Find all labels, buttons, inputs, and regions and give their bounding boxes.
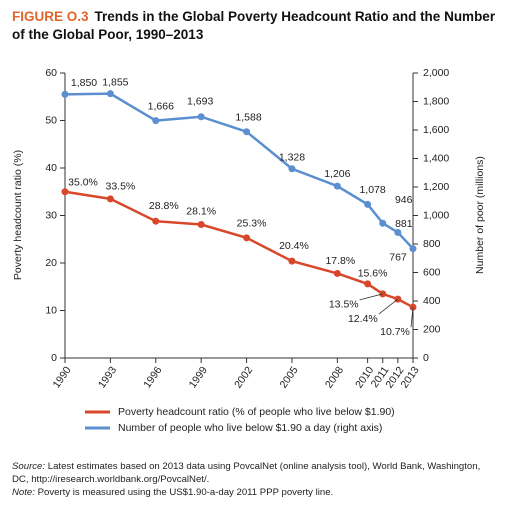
point	[197, 221, 205, 229]
x-tick-label: 1990	[51, 364, 74, 390]
y2-tick-label: 1,200	[423, 181, 449, 193]
y-tick-label: 60	[45, 67, 57, 79]
figure-label: FIGURE O.3	[12, 9, 89, 24]
series-line	[64, 190, 414, 309]
x-tick-label: 2002	[232, 364, 255, 390]
value-label: 20.4%	[279, 240, 309, 252]
y-tick-label: 20	[45, 257, 57, 269]
point	[243, 128, 251, 136]
value-label: 767	[389, 251, 407, 263]
legend-label: Poverty headcount ratio (% of people who…	[118, 406, 395, 418]
y-tick-label: 10	[45, 304, 57, 316]
y2-tick-label: 600	[423, 266, 441, 278]
value-label: 1,588	[235, 111, 261, 123]
value-label: 1,328	[279, 152, 305, 164]
title-block: FIGURE O.3 Trends in the Global Poverty H…	[12, 8, 497, 44]
point	[288, 165, 296, 173]
value-label: 1,693	[187, 96, 213, 108]
leader-line	[410, 307, 414, 328]
source-text: Latest estimates based on 2013 data usin…	[12, 461, 481, 485]
value-label: 1,850	[71, 77, 97, 89]
point	[152, 117, 160, 125]
point	[61, 188, 69, 196]
y2-axis-title: Number of poor (millions)	[474, 156, 486, 274]
point	[379, 219, 387, 227]
value-label: 17.8%	[325, 255, 355, 267]
point	[197, 113, 205, 121]
y-tick-label: 50	[45, 114, 57, 126]
point	[364, 200, 372, 208]
point	[243, 234, 251, 242]
value-label: 1,078	[359, 184, 385, 196]
value-label: 10.7%	[380, 326, 410, 338]
x-tick-label: 2005	[277, 364, 300, 390]
y-tick-label: 40	[45, 162, 57, 174]
value-label: 1,666	[148, 100, 174, 112]
y-axis-title: Poverty headcount ratio (%)	[12, 150, 24, 280]
y-tick-label: 30	[45, 209, 57, 221]
y2-tick-label: 800	[423, 238, 441, 250]
source-label: Source:	[12, 461, 46, 472]
point	[333, 269, 341, 277]
leader-line	[378, 298, 399, 315]
value-label: 1,855	[102, 76, 128, 88]
y2-tick-label: 2,000	[423, 67, 449, 79]
point	[152, 217, 160, 225]
value-label: 28.1%	[186, 205, 216, 217]
y2-tick-label: 0	[423, 352, 429, 364]
x-tick-label: 2008	[323, 364, 346, 390]
point	[288, 257, 296, 265]
x-tick-label: 1993	[96, 364, 119, 390]
source-line: Source: Latest estimates based on 2013 d…	[12, 460, 497, 486]
y2-tick-label: 1,600	[423, 124, 449, 136]
note-text: Poverty is measured using the US$1.90-a-…	[37, 487, 334, 498]
note-line: Note: Poverty is measured using the US$1…	[12, 486, 497, 499]
value-label: 35.0%	[68, 177, 98, 189]
y2-tick-label: 1,400	[423, 152, 449, 164]
value-label: 12.4%	[348, 313, 378, 325]
point	[364, 280, 372, 288]
legend-label: Number of people who live below $1.90 a …	[118, 422, 382, 434]
y2-tick-label: 1,000	[423, 209, 449, 221]
value-label: 15.6%	[358, 268, 388, 280]
point	[61, 90, 69, 98]
chart-title: Trends in the Global Poverty Headcount R…	[12, 9, 496, 42]
point	[409, 245, 417, 253]
value-label: 28.8%	[149, 200, 179, 212]
y2-tick-label: 200	[423, 323, 441, 335]
x-tick-label: 1996	[141, 364, 164, 390]
value-label: 13.5%	[329, 299, 359, 311]
value-label: 881	[395, 218, 413, 230]
note-label: Note:	[12, 487, 35, 498]
value-label: 33.5%	[106, 181, 136, 193]
x-tick-label: 1999	[187, 364, 210, 390]
value-label: 946	[395, 194, 413, 206]
y-tick-label: 0	[51, 352, 57, 364]
point	[106, 90, 114, 98]
leader-line	[359, 293, 383, 301]
value-label: 25.3%	[237, 218, 267, 230]
point	[394, 228, 402, 236]
y2-tick-label: 1,800	[423, 95, 449, 107]
footnotes: Source: Latest estimates based on 2013 d…	[12, 460, 497, 499]
point	[106, 195, 114, 203]
value-label: 1,206	[324, 168, 350, 180]
chart: 010203040506002004006008001,0001,2001,40…	[12, 67, 486, 434]
y2-tick-label: 400	[423, 295, 441, 307]
point	[333, 182, 341, 190]
